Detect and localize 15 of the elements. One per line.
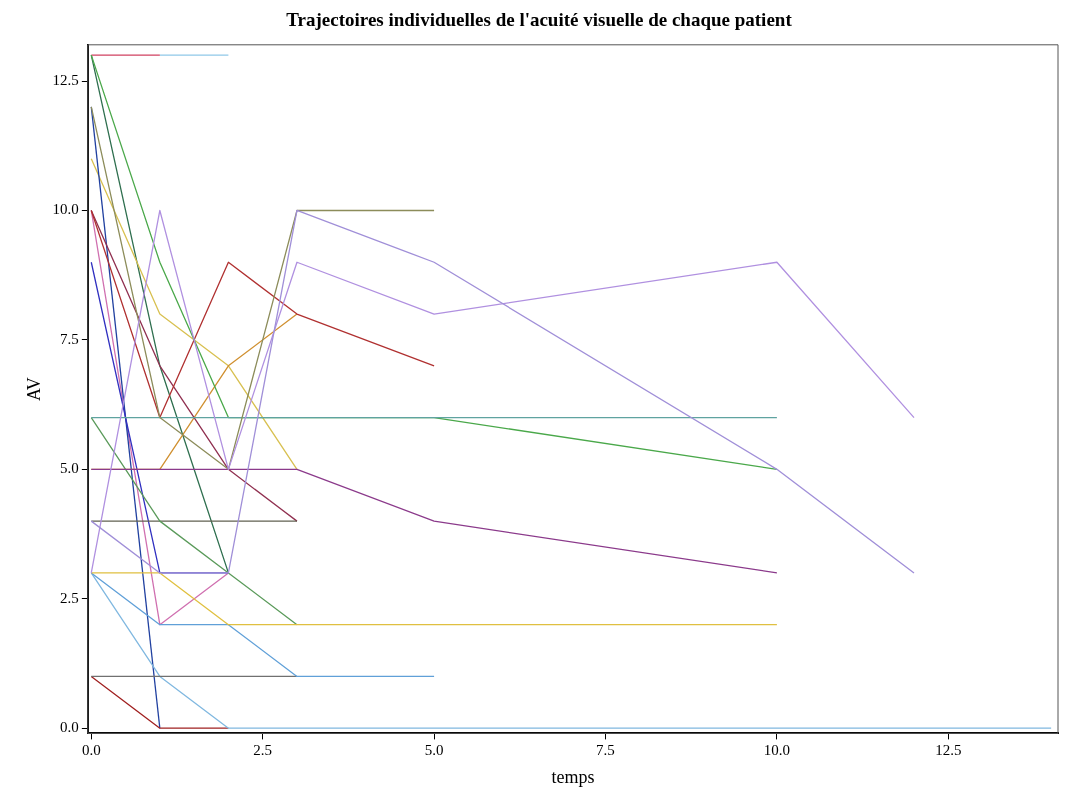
y-tick-label: 10.0 <box>52 201 79 218</box>
x-tick-label: 7.5 <box>596 742 615 759</box>
x-tick-label: 5.0 <box>424 742 444 759</box>
y-tick-label: 0.0 <box>60 719 79 736</box>
x-tick-label: 10.0 <box>763 742 791 759</box>
y-axis-title: AV <box>23 377 44 401</box>
x-axis-title: temps <box>551 766 595 787</box>
y-tick-label: 7.5 <box>60 330 79 347</box>
y-tick-label: 2.5 <box>60 589 79 606</box>
x-tick-label: 0.0 <box>81 742 101 759</box>
x-tick-label: 2.5 <box>253 742 273 759</box>
y-tick-label: 5.0 <box>60 460 79 477</box>
x-tick-label: 12.5 <box>935 742 962 759</box>
chart-title: Trajectoires individuelles de l'acuité visuelle de chaque patient <box>286 9 793 31</box>
y-tick-label: 12.5 <box>52 71 79 88</box>
